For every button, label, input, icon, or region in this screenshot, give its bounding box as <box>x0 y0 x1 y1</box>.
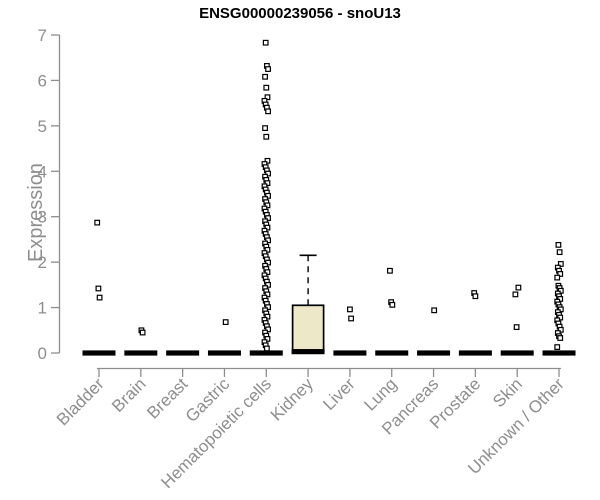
median-line <box>542 350 576 356</box>
x-tick-label: Kidney <box>267 374 318 425</box>
median-line <box>249 350 283 356</box>
outlier-point <box>554 274 561 281</box>
median-line <box>82 350 116 356</box>
outlier-point <box>515 284 522 291</box>
outlier-point <box>554 344 561 350</box>
median-line <box>207 350 241 356</box>
outlier-point <box>262 125 268 132</box>
y-tick-label: 4 <box>38 162 47 181</box>
outlier-point <box>94 219 101 226</box>
outlier-point <box>264 313 271 320</box>
outlier-point <box>265 108 271 115</box>
outlier-point <box>265 326 271 333</box>
outlier-point <box>95 285 102 292</box>
median-line <box>500 350 534 356</box>
median-line <box>291 349 325 355</box>
median-line <box>166 350 200 356</box>
outlier-point <box>263 133 270 140</box>
y-tick-label: 0 <box>38 344 47 363</box>
outlier-point <box>265 304 271 311</box>
outlier-point <box>557 271 564 277</box>
outlier-point <box>348 315 355 322</box>
chart-title: ENSG00000239056 - snoU13 <box>199 5 401 22</box>
x-tick-label: Bladder <box>53 374 108 429</box>
outlier-point <box>263 84 270 91</box>
outlier-point <box>262 73 268 80</box>
outlier-point <box>264 94 271 101</box>
y-tick-label: 7 <box>38 26 47 45</box>
outlier-point <box>265 259 271 266</box>
outlier-point <box>265 170 271 177</box>
outlier-point <box>389 301 396 308</box>
x-tick-label: Liver <box>319 374 359 414</box>
outlier-point <box>222 319 229 326</box>
outlier-point <box>139 329 146 336</box>
outlier-point <box>557 335 564 341</box>
box-kidney <box>291 304 325 354</box>
outlier-point <box>263 345 270 352</box>
outlier-point <box>265 192 271 199</box>
outlier-point <box>431 307 438 314</box>
outlier-point <box>557 326 564 333</box>
outlier-point <box>265 66 271 72</box>
outlier-point <box>513 324 520 331</box>
outlier-point <box>264 157 271 164</box>
median-line <box>458 350 492 356</box>
outlier-point <box>555 241 562 248</box>
outlier-point <box>512 291 519 298</box>
outlier-point <box>387 267 393 274</box>
outlier-point <box>265 237 271 244</box>
outlier-point <box>264 246 271 253</box>
outlier-point <box>264 202 271 209</box>
y-tick-label: 6 <box>38 71 47 90</box>
outlier-point <box>262 39 269 46</box>
y-tick-label: 5 <box>38 117 47 136</box>
y-axis-label: Expression <box>25 163 47 262</box>
outlier-point <box>264 180 271 186</box>
median-line <box>375 350 409 356</box>
outlier-point <box>557 261 564 267</box>
median-line <box>333 350 367 356</box>
y-tick-label: 3 <box>38 208 47 227</box>
outlier-point <box>264 224 271 231</box>
outlier-point <box>264 269 271 276</box>
median-line <box>417 350 451 356</box>
outlier-point <box>264 336 271 342</box>
outlier-point <box>265 215 271 221</box>
outlier-point <box>264 291 271 298</box>
outlier-point <box>472 293 479 300</box>
y-tick-label: 1 <box>38 299 47 318</box>
outlier-point <box>96 294 103 301</box>
outlier-point <box>347 306 353 313</box>
y-tick-label: 2 <box>38 253 47 272</box>
outlier-point <box>556 249 563 256</box>
outlier-point <box>265 281 271 288</box>
x-tick-label: Skin <box>489 374 526 411</box>
median-line <box>124 350 158 356</box>
